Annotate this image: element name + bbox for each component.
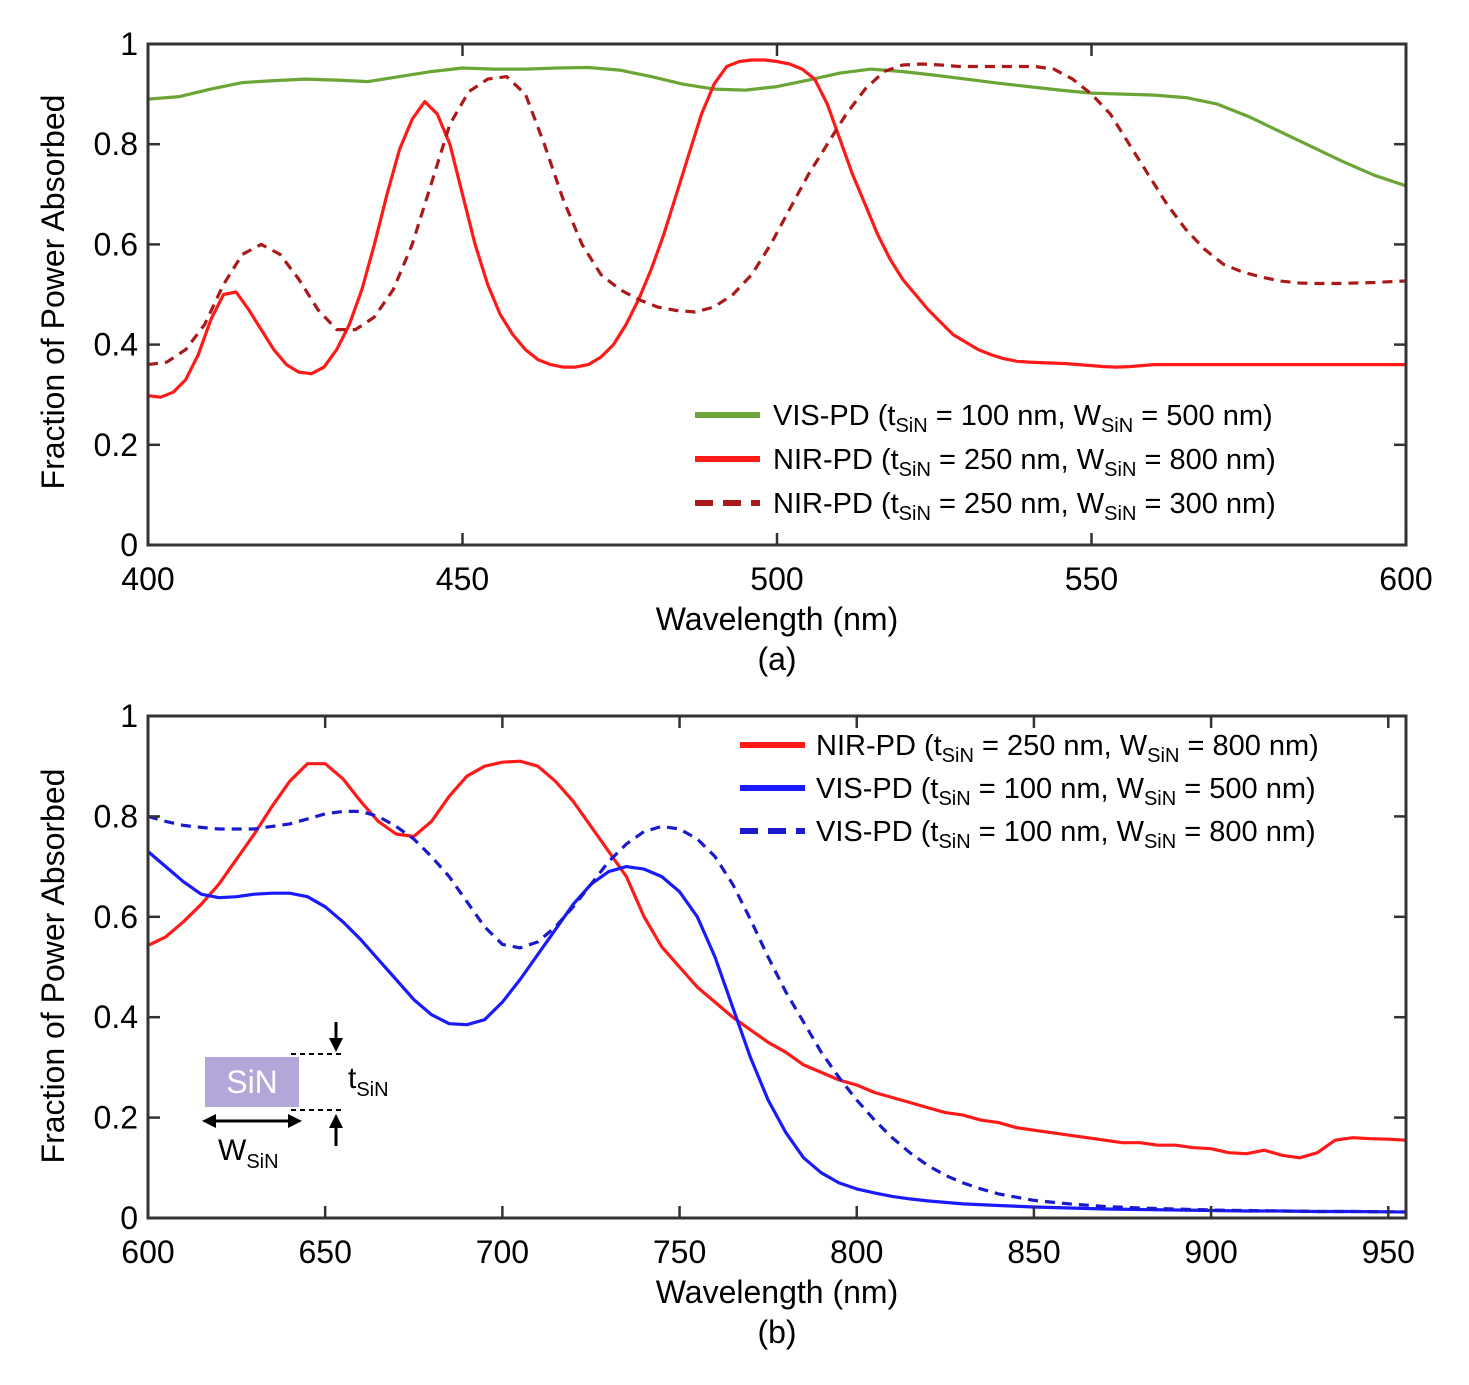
chart-b-ytick-label: 1 <box>120 698 138 734</box>
chart-a-legend: VIS-PD (tSiN = 100 nm, WSiN = 500 nm) NIR… <box>695 400 1276 525</box>
chart-b-series-3-line <box>147 809 1407 1214</box>
chart-b-frame <box>146 714 1408 1220</box>
chart-b-series-2-line <box>146 850 1407 1214</box>
chart-a-xtick-label: 500 <box>750 561 803 597</box>
chart-a-legend-label-1: VIS-PD (tSiN = 100 nm, WSiN = 500 nm) <box>773 400 1273 437</box>
chart-a-xtick-label: 600 <box>1379 561 1432 597</box>
chart-b-ytick-label: 0.2 <box>94 1100 138 1136</box>
thickness-label: tSiN <box>348 1062 389 1101</box>
chart-a-ytick-label: 1 <box>120 26 138 62</box>
width-arrow-icon <box>202 1114 302 1128</box>
chart-b-legend-label-2: VIS-PD (tSiN = 100 nm, WSiN = 500 nm) <box>816 773 1316 810</box>
chart-b: 00.20.40.60.81 600 650 700 750 800 850 900 950 … <box>35 698 1415 1350</box>
chart-b-plot-area <box>146 714 1408 1220</box>
chart-b-xtick-label: 950 <box>1362 1234 1415 1270</box>
chart-b-xtick-label: 700 <box>476 1234 529 1270</box>
chart-b-caption: (b) <box>757 1314 796 1350</box>
chart-a-ytick-label: 0 <box>120 527 138 563</box>
chart-b-ytick-label: 0.8 <box>94 798 138 834</box>
chart-b-legend-label-1: NIR-PD (tSiN = 250 nm, WSiN = 800 nm) <box>816 730 1319 767</box>
chart-b-xtick-label: 850 <box>1007 1234 1060 1270</box>
thickness-arrow-down-icon <box>329 1022 343 1052</box>
chart-b-ylabel: Fraction of Power Absorbed <box>35 769 71 1164</box>
chart-b-ytick-label: 0.6 <box>94 899 138 935</box>
chart-a-series-1-line <box>147 65 1407 188</box>
chart-a-ytick-label: 0.2 <box>94 427 138 463</box>
chart-a-legend-label-3: NIR-PD (tSiN = 250 nm, WSiN = 300 nm) <box>773 488 1276 525</box>
chart-b-xtick-label: 650 <box>298 1234 351 1270</box>
chart-b-xlabel: Wavelength (nm) <box>656 1274 898 1310</box>
sin-box-label: SiN <box>226 1064 278 1100</box>
chart-a-ytick-label: 0.6 <box>94 226 138 262</box>
chart-a-x-ticks: 400 450 500 550 600 <box>121 44 1433 597</box>
chart-b-ytick-label: 0 <box>120 1200 138 1236</box>
chart-a-xtick-label: 400 <box>121 561 174 597</box>
chart-b-ytick-label: 0.4 <box>94 999 138 1035</box>
chart-b-legend: NIR-PD (tSiN = 250 nm, WSiN = 800 nm) VIS… <box>740 730 1319 853</box>
chart-a-xlabel: Wavelength (nm) <box>656 601 898 637</box>
chart-a-ytick-label: 0.4 <box>94 327 138 363</box>
chart-a-xtick-label: 450 <box>436 561 489 597</box>
chart-a-legend-label-2: NIR-PD (tSiN = 250 nm, WSiN = 800 nm) <box>773 444 1276 481</box>
chart-a-xtick-label: 550 <box>1065 561 1118 597</box>
chart-b-xtick-label: 600 <box>121 1234 174 1270</box>
chart-a-ytick-label: 0.8 <box>94 126 138 162</box>
chart-a-caption: (a) <box>757 641 796 677</box>
chart-a-y-ticks: 0 0.2 0.4 0.6 0.8 1 <box>94 26 1406 563</box>
chart-a-series-3-line <box>147 62 1407 367</box>
chart-a-ylabel: Fraction of Power Absorbed <box>35 95 71 490</box>
chart-b-y-ticks: 0 0.2 0.4 0.6 0.8 1 <box>94 698 1406 1236</box>
width-label: WSiN <box>218 1134 279 1173</box>
chart-b-legend-label-3: VIS-PD (tSiN = 100 nm, WSiN = 800 nm) <box>816 816 1316 853</box>
chart-a: 0 0.2 0.4 0.6 0.8 1 400 450 500 550 600 Fraction … <box>35 26 1433 677</box>
sin-cross-section-inset: SiN tSiN WSiN <box>202 1022 389 1173</box>
thickness-arrow-up-icon <box>329 1114 343 1146</box>
chart-b-xtick-label: 800 <box>830 1234 883 1270</box>
chart-b-x-ticks: 600 650 700 750 800 850 900 950 <box>121 716 1415 1270</box>
sin-box <box>205 1057 299 1107</box>
chart-a-series-2-line <box>147 58 1406 399</box>
chart-b-series-1-line <box>147 759 1407 1160</box>
chart-b-xtick-label: 750 <box>653 1234 706 1270</box>
chart-b-xtick-label: 900 <box>1184 1234 1237 1270</box>
